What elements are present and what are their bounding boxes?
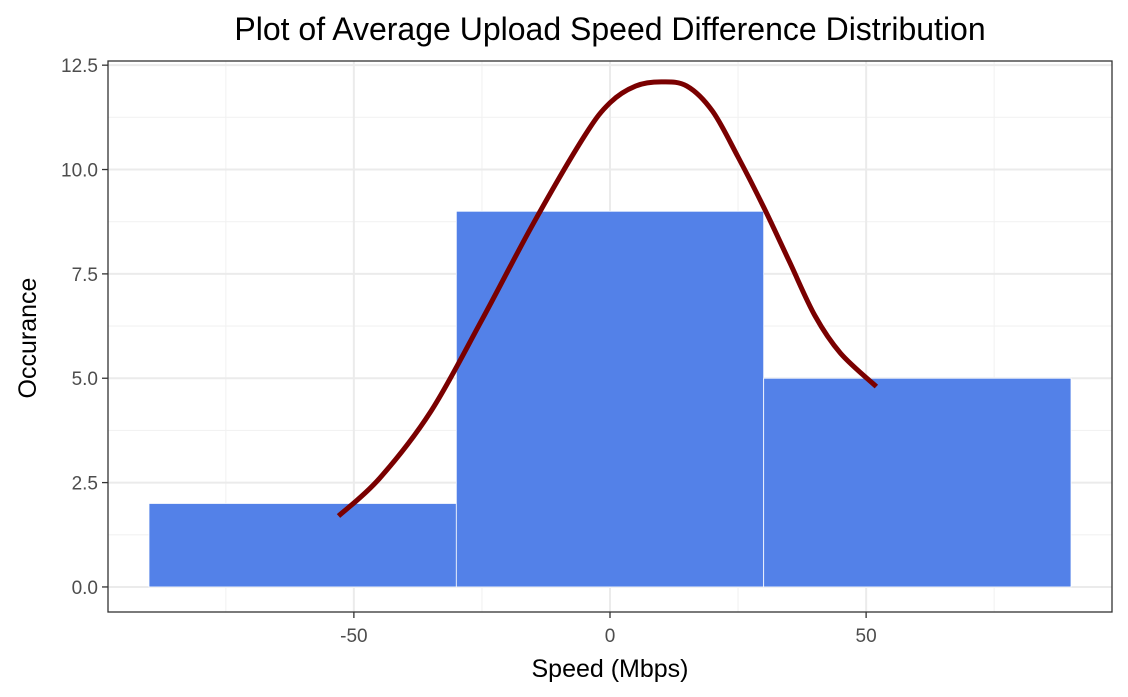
y-tick-label: 10.0 — [61, 161, 98, 182]
chart-title: Plot of Average Upload Speed Difference … — [234, 11, 985, 47]
y-axis-title: Occurance — [14, 278, 42, 399]
density-curve-layer — [336, 79, 879, 518]
x-tick-label: 50 — [856, 626, 877, 647]
histogram-bar-3 — [763, 377, 1072, 588]
y-tick-label: 0.0 — [72, 578, 98, 599]
histogram-bar-2 — [455, 210, 765, 588]
density-curve — [336, 79, 879, 518]
x-tick-label: -50 — [340, 626, 367, 647]
x-tick-label: 0 — [605, 626, 616, 647]
y-tick-label: 5.0 — [72, 369, 98, 390]
y-tick-label: 7.5 — [72, 265, 98, 286]
histogram-bars — [148, 210, 1072, 588]
y-tick-label: 12.5 — [61, 56, 98, 77]
x-axis-title: Speed (Mbps) — [531, 655, 688, 683]
histogram-bar-1 — [148, 503, 457, 588]
axis-ticks: 0.0 2.5 5.0 7.5 10.0 12.5 -50 0 50 — [61, 56, 877, 647]
y-tick-label: 2.5 — [72, 474, 98, 495]
